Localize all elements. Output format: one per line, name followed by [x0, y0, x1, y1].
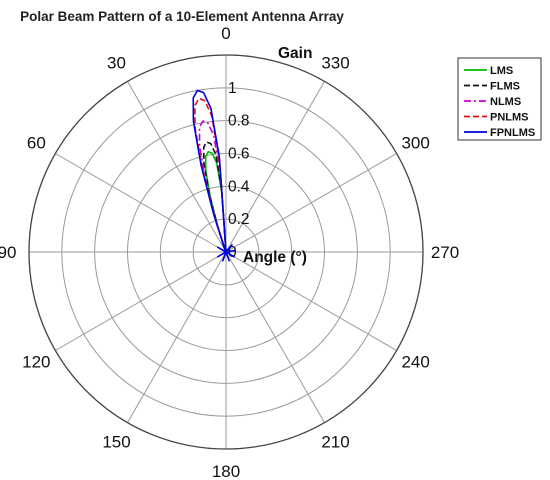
legend-label: FPNLMS	[490, 127, 535, 139]
grid-spoke	[225, 153, 397, 253]
angle-tick-label: 30	[107, 53, 126, 72]
legend-label: NLMS	[490, 96, 521, 108]
outer-boundary	[28, 54, 424, 450]
legend: LMS FLMS NLMS PNLMS FPNLMS	[457, 57, 542, 141]
radial-tick-label: 0.2	[228, 211, 250, 228]
angle-tick-label: 60	[27, 134, 46, 153]
grid-spoke	[225, 81, 325, 253]
angle-tick-labels: 0 30 60 90 120 150 180 210 240 270 300 330	[0, 24, 459, 480]
polar-grid	[28, 54, 424, 450]
radial-axis-label: Gain	[278, 45, 312, 62]
grid-spoke	[55, 153, 227, 253]
legend-label: FLMS	[490, 81, 520, 93]
series-fpnlms-sidelobe	[221, 242, 227, 253]
series-fpnlms-sidelobe	[216, 246, 227, 253]
radial-tick-label: 0.6	[228, 146, 250, 163]
series-layer	[192, 89, 236, 262]
angle-tick-label: 240	[401, 353, 429, 372]
series-fpnlms-sidelobe	[225, 251, 231, 262]
grid-spoke	[127, 251, 227, 423]
legend-label: PNLMS	[490, 112, 529, 124]
chart-title: Polar Beam Pattern of a 10-Element Anten…	[20, 9, 344, 24]
series-fpnlms-sidelobe	[216, 251, 227, 258]
radial-tick-labels: 0 0.2 0.4 0.6 0.8 1	[228, 80, 250, 261]
angle-tick-label: 120	[22, 353, 50, 372]
angle-tick-label: 90	[0, 243, 16, 262]
angle-tick-label: 330	[321, 53, 349, 72]
radial-tick-label: 1	[228, 80, 237, 97]
series-fpnlms-sidelobe	[225, 249, 236, 253]
radial-tick-label: 0.4	[228, 178, 250, 195]
angle-tick-label: 270	[431, 243, 459, 262]
grid-spoke	[225, 251, 397, 351]
radial-tick-label: 0	[228, 244, 237, 261]
radial-tick-label: 0.8	[228, 113, 250, 130]
grid-spoke	[225, 251, 325, 423]
angle-tick-label: 300	[401, 134, 429, 153]
series-fpnlms-sidelobe	[225, 243, 234, 253]
angle-tick-label: 210	[321, 433, 349, 452]
legend-label: LMS	[490, 65, 513, 77]
legend-box	[457, 57, 542, 141]
angle-tick-label: 180	[212, 462, 240, 480]
series-fpnlms-line	[192, 89, 227, 253]
angular-axis-label: Angle (°)	[243, 249, 307, 266]
grid-spoke	[127, 81, 227, 253]
angle-tick-label: 150	[102, 433, 130, 452]
grid-spoke	[55, 251, 227, 351]
series-fpnlms-sidelobe	[225, 251, 236, 258]
series-fpnlms-sidelobe	[221, 251, 227, 262]
angle-tick-label: 0	[221, 24, 230, 43]
